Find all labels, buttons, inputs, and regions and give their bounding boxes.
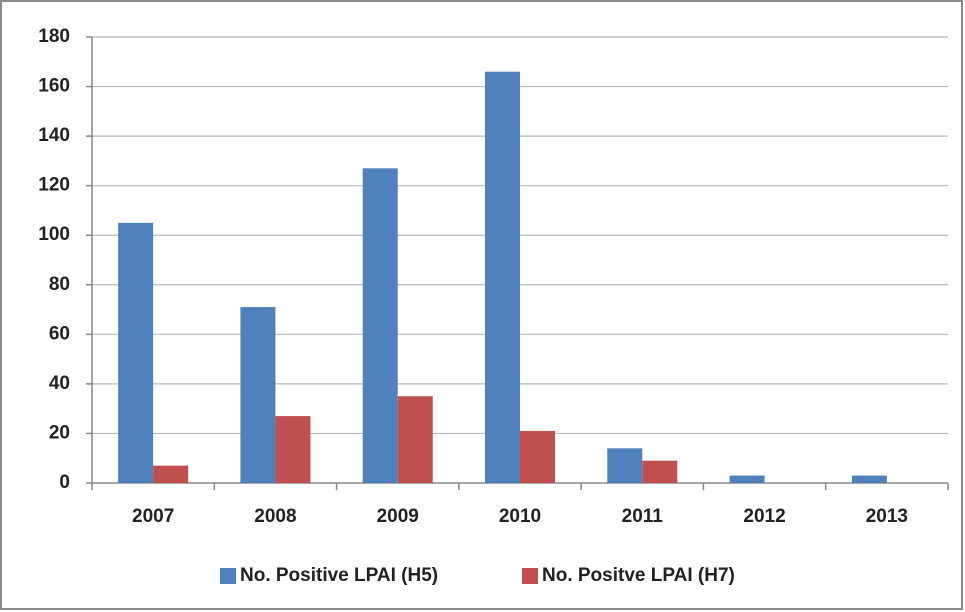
legend-label: No. Positive LPAI (H5) [240, 565, 438, 586]
bar [520, 430, 555, 483]
bar [485, 71, 520, 483]
x-tick-label: 2011 [622, 506, 664, 527]
y-tick-label: 80 [49, 274, 70, 295]
y-tick-label: 100 [38, 224, 70, 245]
bar [275, 416, 311, 483]
bar [118, 222, 154, 484]
bar [240, 307, 276, 483]
legend-swatch [522, 568, 538, 584]
x-tick-label: 2007 [132, 506, 174, 527]
y-tick-label: 160 [38, 76, 70, 97]
y-tick-label: 40 [49, 373, 70, 394]
bar [362, 168, 398, 484]
x-tick-label: 2012 [743, 506, 785, 527]
y-tick-label: 120 [38, 175, 70, 196]
y-tick-label: 180 [38, 26, 70, 47]
y-tick-label: 20 [49, 422, 70, 443]
bar [851, 475, 887, 483]
legend-label: No. Positve LPAI (H7) [542, 565, 735, 586]
y-tick-label: 60 [49, 323, 70, 344]
bar [729, 475, 765, 483]
bar [607, 448, 643, 483]
bar [153, 465, 189, 483]
x-tick-label: 2008 [254, 506, 296, 527]
bar [397, 396, 433, 483]
x-tick-label: 2009 [377, 506, 419, 527]
x-tick-label: 2010 [499, 506, 541, 527]
bar [642, 460, 678, 483]
y-tick-label: 140 [38, 125, 70, 146]
y-tick-label: 0 [59, 472, 70, 493]
legend-swatch [220, 568, 236, 584]
x-tick-label: 2013 [866, 506, 908, 527]
